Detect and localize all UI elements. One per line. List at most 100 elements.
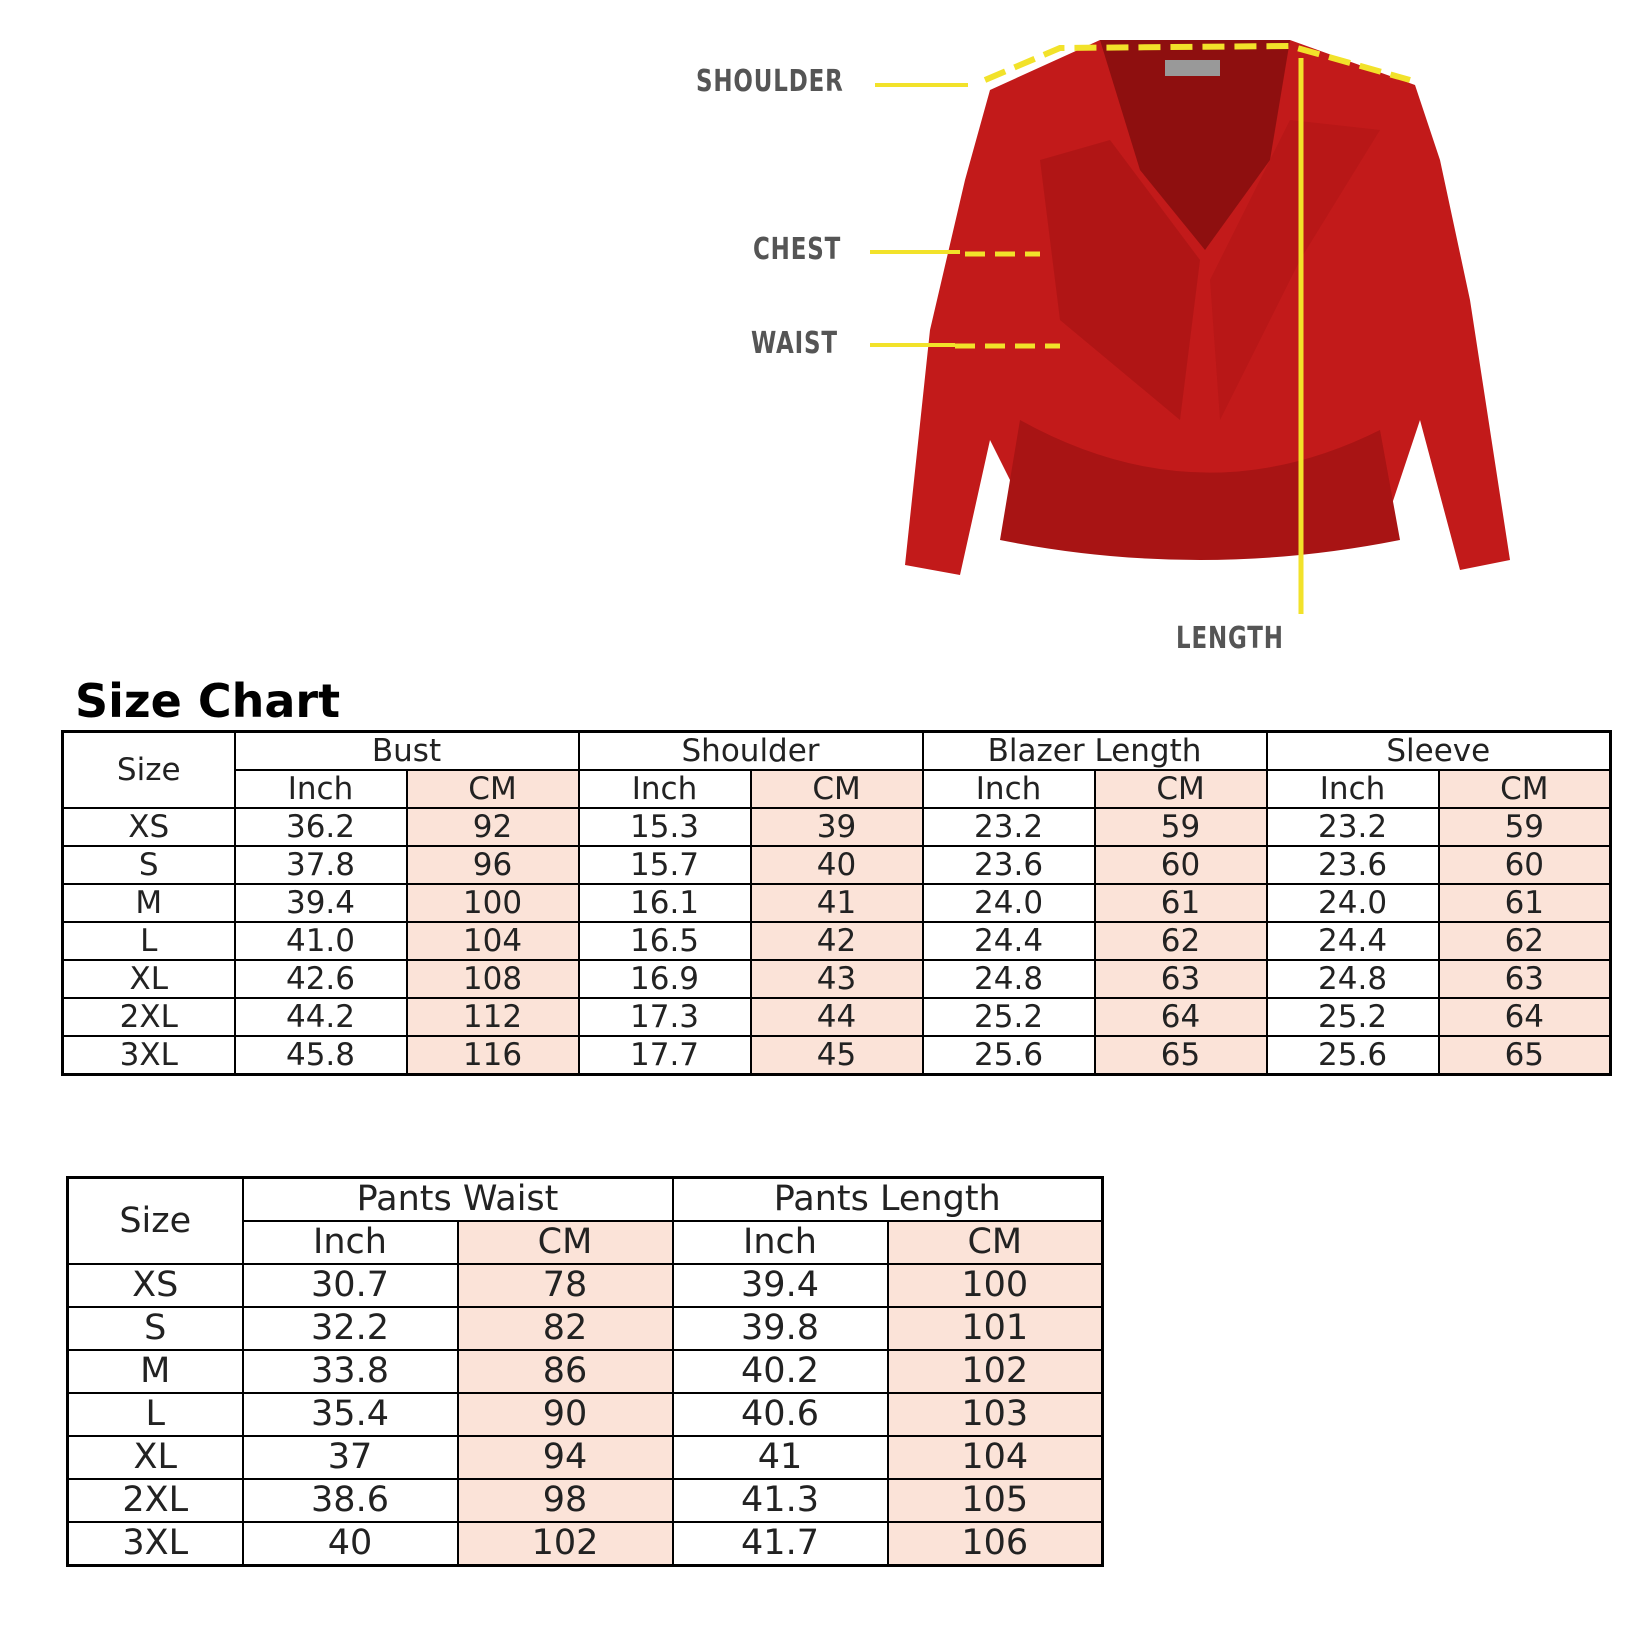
- value-cell: 25.2: [921, 997, 1096, 1037]
- value-cell: 100: [886, 1263, 1104, 1308]
- page-title: Size Chart: [75, 674, 341, 728]
- value-cell: 103: [886, 1392, 1104, 1437]
- unit-header-cm: CM: [1093, 769, 1268, 809]
- value-cell: 45: [749, 1035, 924, 1076]
- value-cell: 25.6: [921, 1035, 1096, 1076]
- value-cell: 16.5: [577, 921, 752, 961]
- value-cell: 116: [405, 1035, 580, 1076]
- size-cell: XS: [66, 1263, 244, 1308]
- value-cell: 30.7: [241, 1263, 459, 1308]
- value-cell: 63: [1093, 959, 1268, 999]
- value-cell: 64: [1437, 997, 1612, 1037]
- size-cell: M: [66, 1349, 244, 1394]
- group-header: Blazer Length: [921, 730, 1268, 771]
- value-cell: 39: [749, 807, 924, 847]
- size-cell: S: [66, 1306, 244, 1351]
- value-cell: 61: [1437, 883, 1612, 923]
- unit-header-inch: Inch: [241, 1220, 459, 1265]
- size-cell: L: [66, 1392, 244, 1437]
- size-cell: XL: [66, 1435, 244, 1480]
- value-cell: 23.6: [921, 845, 1096, 885]
- value-cell: 24.4: [1265, 921, 1440, 961]
- unit-header-inch: Inch: [1265, 769, 1440, 809]
- group-header: Shoulder: [577, 730, 924, 771]
- value-cell: 24.0: [921, 883, 1096, 923]
- length-label: LENGTH: [1176, 621, 1284, 656]
- unit-header-inch: Inch: [921, 769, 1096, 809]
- value-cell: 106: [886, 1521, 1104, 1567]
- value-cell: 23.2: [1265, 807, 1440, 847]
- table-row: S 37.8 96 15.7 40 23.6 60 23.6 60: [61, 845, 1612, 885]
- unit-header-cm: CM: [749, 769, 924, 809]
- value-cell: 63: [1437, 959, 1612, 999]
- value-cell: 35.4: [241, 1392, 459, 1437]
- value-cell: 65: [1437, 1035, 1612, 1076]
- value-cell: 90: [456, 1392, 674, 1437]
- table-row: 2XL 38.6 98 41.3 105: [66, 1478, 1104, 1523]
- value-cell: 100: [405, 883, 580, 923]
- value-cell: 86: [456, 1349, 674, 1394]
- value-cell: 23.6: [1265, 845, 1440, 885]
- value-cell: 40: [749, 845, 924, 885]
- table-row: S 32.2 82 39.8 101: [66, 1306, 1104, 1351]
- unit-header-inch: Inch: [233, 769, 408, 809]
- value-cell: 92: [405, 807, 580, 847]
- size-cell: 3XL: [66, 1521, 244, 1567]
- blazer-illustration: [870, 40, 1510, 614]
- table-row: L 41.0 104 16.5 42 24.4 62 24.4 62: [61, 921, 1612, 961]
- value-cell: 37: [241, 1435, 459, 1480]
- unit-header-cm: CM: [1437, 769, 1612, 809]
- table-row: XS 30.7 78 39.4 100: [66, 1263, 1104, 1308]
- unit-header-cm: CM: [886, 1220, 1104, 1265]
- value-cell: 59: [1093, 807, 1268, 847]
- value-cell: 61: [1093, 883, 1268, 923]
- table-row: M 39.4 100 16.1 41 24.0 61 24.0 61: [61, 883, 1612, 923]
- unit-header-inch: Inch: [577, 769, 752, 809]
- value-cell: 41: [671, 1435, 889, 1480]
- group-header: Pants Waist: [241, 1176, 674, 1222]
- value-cell: 33.8: [241, 1349, 459, 1394]
- shoulder-label: SHOULDER: [696, 64, 844, 99]
- table-row: XL 37 94 41 104: [66, 1435, 1104, 1480]
- value-cell: 102: [886, 1349, 1104, 1394]
- size-cell: XS: [61, 807, 236, 847]
- size-cell: M: [61, 883, 236, 923]
- value-cell: 40: [241, 1521, 459, 1567]
- value-cell: 41.3: [671, 1478, 889, 1523]
- table-row: 2XL 44.2 112 17.3 44 25.2 64 25.2 64: [61, 997, 1612, 1037]
- value-cell: 36.2: [233, 807, 408, 847]
- value-cell: 39.8: [671, 1306, 889, 1351]
- value-cell: 37.8: [233, 845, 408, 885]
- pants-size-table: Size Pants Waist Pants Length Inch CM Inch CM X…: [66, 1176, 1105, 1567]
- unit-header-inch: Inch: [671, 1220, 889, 1265]
- table-row: M 33.8 86 40.2 102: [66, 1349, 1104, 1394]
- value-cell: 42: [749, 921, 924, 961]
- header-row-units: Inch CM Inch CM: [68, 1220, 1104, 1265]
- value-cell: 32.2: [241, 1306, 459, 1351]
- value-cell: 41.0: [233, 921, 408, 961]
- value-cell: 43: [749, 959, 924, 999]
- value-cell: 40.2: [671, 1349, 889, 1394]
- value-cell: 108: [405, 959, 580, 999]
- chest-label: CHEST: [753, 232, 842, 267]
- size-cell: 2XL: [66, 1478, 244, 1523]
- value-cell: 102: [456, 1521, 674, 1567]
- value-cell: 16.1: [577, 883, 752, 923]
- value-cell: 60: [1437, 845, 1612, 885]
- value-cell: 38.6: [241, 1478, 459, 1523]
- shoulder-guide: [983, 42, 1411, 83]
- table-row: L 35.4 90 40.6 103: [66, 1392, 1104, 1437]
- group-header: Pants Length: [671, 1176, 1104, 1222]
- value-cell: 98: [456, 1478, 674, 1523]
- unit-header-cm: CM: [405, 769, 580, 809]
- value-cell: 45.8: [233, 1035, 408, 1076]
- value-cell: 17.7: [577, 1035, 752, 1076]
- value-cell: 94: [456, 1435, 674, 1480]
- value-cell: 64: [1093, 997, 1268, 1037]
- value-cell: 65: [1093, 1035, 1268, 1076]
- value-cell: 39.4: [671, 1263, 889, 1308]
- value-cell: 41: [749, 883, 924, 923]
- size-cell: 3XL: [61, 1035, 236, 1076]
- value-cell: 16.9: [577, 959, 752, 999]
- value-cell: 60: [1093, 845, 1268, 885]
